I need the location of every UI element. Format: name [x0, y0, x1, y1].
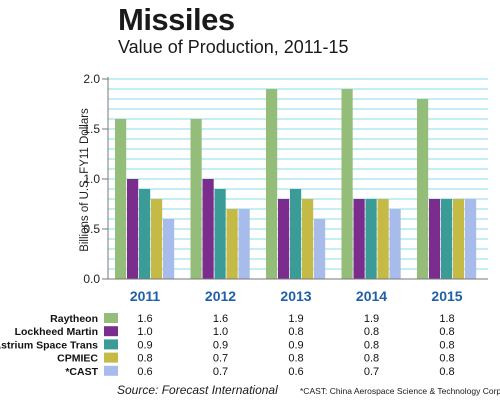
y-tick-label: 1.5	[83, 122, 100, 136]
bar	[453, 199, 465, 279]
data-label: 1.8	[439, 313, 454, 325]
data-label: 1.0	[213, 326, 228, 338]
legend-label: Lockheed Martin	[15, 326, 98, 338]
legend-label: CPMIEC	[57, 353, 98, 365]
legend-label: Astrium Space Trans	[0, 339, 98, 351]
data-label: 0.8	[288, 353, 303, 365]
data-label: 0.8	[439, 326, 454, 338]
data-label: 0.9	[288, 339, 303, 351]
data-label: 0.9	[213, 339, 228, 351]
x-tick-label: 2014	[356, 288, 387, 304]
legend-label: Raytheon	[50, 313, 98, 325]
data-label: 0.6	[288, 366, 303, 378]
data-label: 0.9	[137, 339, 152, 351]
bar	[163, 219, 175, 279]
bar	[278, 199, 290, 279]
bar	[302, 199, 314, 279]
legend-swatch	[104, 339, 118, 350]
y-tick-label: 2.0	[83, 72, 100, 86]
bar	[441, 199, 453, 279]
bar	[417, 99, 429, 279]
x-tick-label: 2012	[205, 288, 236, 304]
data-label: 0.8	[439, 366, 454, 378]
bar	[389, 209, 401, 279]
data-label: 0.8	[364, 326, 379, 338]
data-label: 1.6	[213, 313, 228, 325]
y-tick-label: 0.5	[83, 222, 100, 236]
bar	[127, 179, 139, 279]
legend-swatch	[104, 313, 118, 323]
data-label: 0.7	[364, 366, 379, 378]
bar	[266, 89, 278, 279]
bar	[465, 199, 477, 279]
data-label: 0.6	[137, 366, 152, 378]
data-label: 0.8	[364, 353, 379, 365]
bar	[139, 189, 151, 279]
legend-label: *CAST	[65, 366, 98, 378]
y-axis-label: Billions of U.S. FY11 Dollars	[79, 108, 91, 252]
data-label: 1.9	[288, 313, 303, 325]
chart-source: Source: Forecast International	[117, 383, 278, 397]
bar	[429, 199, 441, 279]
chart-subtitle: Value of Production, 2011-15	[118, 37, 349, 57]
data-label: 0.8	[288, 326, 303, 338]
y-tick-label: 1.0	[83, 172, 100, 186]
data-label: 0.8	[439, 353, 454, 365]
legend-swatch	[104, 326, 118, 337]
bar	[115, 119, 127, 279]
data-label: 0.8	[364, 339, 379, 351]
chart-footnote: *CAST: China Aerospace Science & Technol…	[300, 386, 500, 396]
legend-swatch	[104, 352, 118, 363]
x-tick-label: 2015	[431, 288, 462, 304]
bar	[365, 199, 377, 279]
bar	[226, 209, 238, 279]
data-label: 1.9	[364, 313, 379, 325]
data-label: 1.0	[137, 326, 152, 338]
bar	[214, 189, 226, 279]
bar	[190, 119, 202, 279]
data-label: 1.6	[137, 313, 152, 325]
bar	[290, 189, 302, 279]
x-tick-label: 2013	[280, 288, 311, 304]
legend-swatch	[104, 365, 118, 376]
data-label: 0.8	[439, 339, 454, 351]
bar	[238, 209, 250, 279]
data-label: 0.7	[213, 353, 228, 365]
data-label: 0.8	[137, 353, 152, 365]
data-label: 0.7	[213, 366, 228, 378]
y-tick-label: 0.0	[83, 272, 100, 286]
x-tick-label: 2011	[130, 288, 161, 304]
bar	[314, 219, 326, 279]
bar	[353, 199, 365, 279]
bar	[341, 89, 353, 279]
chart-title: Missiles	[118, 2, 235, 37]
bar	[151, 199, 163, 279]
bar	[377, 199, 389, 279]
bar	[202, 179, 214, 279]
